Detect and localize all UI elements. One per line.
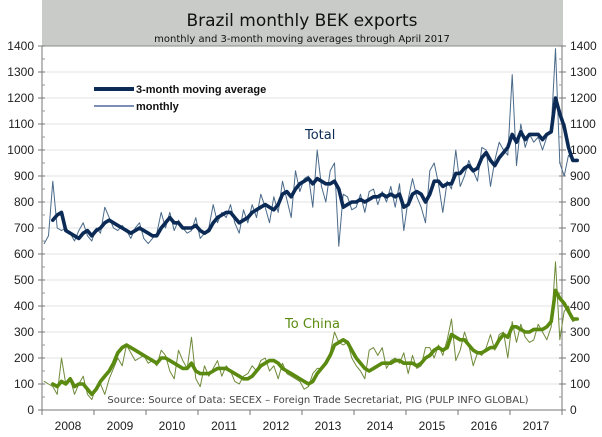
x-tick-label: 2017 bbox=[523, 419, 550, 433]
y-tick-label-left: 1300 bbox=[7, 65, 34, 79]
x-tick-label: 2009 bbox=[107, 419, 134, 433]
y-tick-label-left: 1200 bbox=[7, 91, 34, 105]
series-line-to-china-3-month-moving-average bbox=[51, 288, 579, 397]
x-tick-label: 2012 bbox=[263, 419, 290, 433]
y-tick-label-right: 0 bbox=[570, 403, 577, 417]
y-tick-label-left: 1100 bbox=[8, 117, 34, 131]
x-tick-label: 2016 bbox=[471, 419, 498, 433]
y-tick-label-right: 1400 bbox=[570, 39, 597, 53]
y-tick-label-left: 600 bbox=[14, 247, 34, 261]
legend-label-moving-average: 3-month moving average bbox=[136, 84, 266, 96]
y-tick-label-left: 500 bbox=[14, 273, 34, 287]
y-tick-label-left: 900 bbox=[14, 169, 34, 183]
y-tick-label-right: 1300 bbox=[570, 65, 597, 79]
y-tick-label-left: 700 bbox=[14, 221, 34, 235]
y-tick-label-right: 300 bbox=[570, 325, 590, 339]
x-axis-ticks: 2008 2009 2010 2011 2012 2013 2014 2015 2016 2017 bbox=[41, 410, 563, 433]
x-tick-label: 2010 bbox=[159, 419, 186, 433]
y-tick-label-right: 1200 bbox=[570, 91, 597, 105]
y-tick-label-right: 500 bbox=[570, 273, 590, 287]
y-tick-label-right: 700 bbox=[570, 221, 590, 235]
title-header-band bbox=[42, 0, 563, 46]
y-axis-left-ticks: 0 100 200 300 400 500 600 700 800 900 1000 1100 1200… bbox=[7, 39, 45, 417]
x-tick-label: 2014 bbox=[367, 419, 394, 433]
y-tick-label-right: 1000 bbox=[570, 143, 597, 157]
y-tick-label-left: 0 bbox=[27, 403, 34, 417]
x-tick-label: 2011 bbox=[211, 419, 237, 433]
series-label-china: To China bbox=[284, 317, 340, 332]
series-label-total: Total bbox=[304, 128, 335, 143]
y-tick-label-left: 200 bbox=[14, 351, 34, 365]
chart-title: Brazil monthly BEK exports bbox=[186, 11, 417, 31]
y-tick-label-left: 800 bbox=[14, 195, 34, 209]
x-tick-label: 2015 bbox=[419, 419, 446, 433]
y-tick-label-right: 200 bbox=[570, 351, 590, 365]
y-tick-label-left: 100 bbox=[14, 377, 34, 391]
series-lines bbox=[43, 48, 579, 401]
y-tick-label-left: 300 bbox=[14, 325, 34, 339]
y-tick-label-right: 900 bbox=[570, 169, 590, 183]
y-tick-label-left: 1000 bbox=[7, 143, 34, 157]
y-tick-label-right: 1100 bbox=[570, 117, 596, 131]
chart-subtitle: monthly and 3-month moving averages thro… bbox=[154, 34, 450, 45]
y-axis-right-ticks: 0 100 200 300 400 500 600 700 800 900 1000 1100 1200… bbox=[559, 39, 597, 417]
y-tick-label-right: 800 bbox=[570, 195, 590, 209]
y-tick-label-left: 400 bbox=[14, 299, 34, 313]
legend-label-monthly: monthly bbox=[136, 101, 180, 113]
y-tick-label-right: 600 bbox=[570, 247, 590, 261]
y-tick-label-right: 100 bbox=[570, 377, 590, 391]
y-tick-label-left: 1400 bbox=[7, 39, 34, 53]
legend: 3-month moving average monthly bbox=[94, 84, 266, 113]
series-line-to-china-monthly bbox=[43, 261, 578, 401]
y-tick-label-right: 400 bbox=[570, 299, 590, 313]
series-line-total-3-month-moving-average bbox=[51, 96, 579, 241]
x-tick-label: 2013 bbox=[315, 419, 342, 433]
source-note: Source: Source of Data: SECEX – Foreign … bbox=[107, 395, 528, 406]
x-tick-label: 2008 bbox=[55, 419, 82, 433]
